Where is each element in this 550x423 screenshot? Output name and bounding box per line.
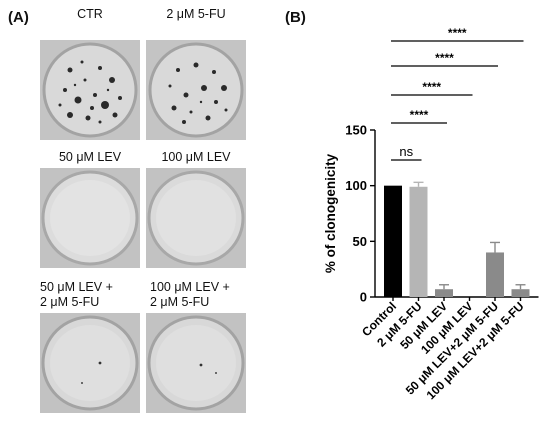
panel-a-label: (A) xyxy=(8,9,29,26)
comparison-label-4: **** xyxy=(448,26,467,40)
plate-title-50lev: 50 μM LEV xyxy=(58,150,122,164)
bar-4 xyxy=(486,252,504,297)
panel-b-label: (B) xyxy=(285,9,306,26)
comparison-label-1: **** xyxy=(410,108,429,122)
bar-5 xyxy=(511,289,530,297)
bar-1 xyxy=(409,186,428,297)
plate-image-50lev xyxy=(40,168,140,268)
plate-image-100lev-5fu xyxy=(146,313,246,413)
comparison-label-0: ns xyxy=(399,144,413,159)
plate-title-50lev-5fu: 50 μM LEV +2 μM 5-FU xyxy=(40,280,113,309)
bar-2 xyxy=(435,289,453,297)
y-tick-label-2: 100 xyxy=(345,178,367,193)
plate-title-5fu: 2 μM 5-FU xyxy=(166,7,226,21)
y-tick-label-1: 50 xyxy=(353,234,367,249)
comparison-label-3: **** xyxy=(435,51,454,65)
plate-image-5fu xyxy=(146,40,246,140)
y-tick-label-0: 0 xyxy=(360,290,367,305)
plate-title-ctr: CTR xyxy=(77,7,103,21)
plate-image-100lev xyxy=(146,168,246,268)
y-tick-label-3: 150 xyxy=(345,123,367,138)
plate-title-100lev-5fu: 100 μM LEV +2 μM 5-FU xyxy=(150,280,230,309)
bar-0 xyxy=(384,185,402,297)
plate-image-50lev-5fu xyxy=(40,313,140,413)
y-axis-label: % of clonogenicity xyxy=(323,153,338,273)
comparison-label-2: **** xyxy=(422,80,441,94)
plate-image-ctr xyxy=(40,40,140,140)
plate-title-100lev: 100 μM LEV xyxy=(161,150,231,164)
